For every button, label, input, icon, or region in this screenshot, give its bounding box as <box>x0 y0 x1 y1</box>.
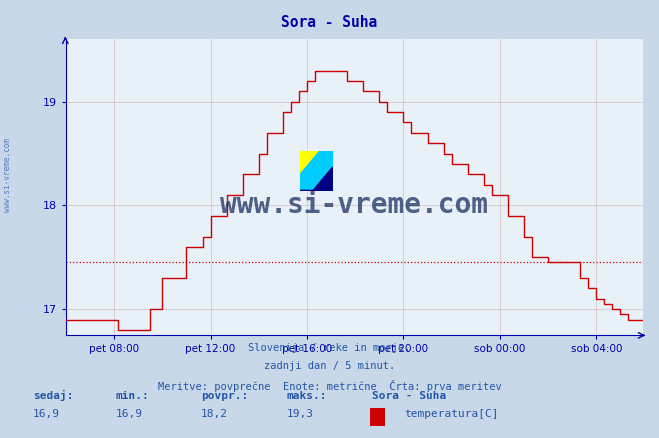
Text: Meritve: povprečne  Enote: metrične  Črta: prva meritev: Meritve: povprečne Enote: metrične Črta:… <box>158 380 501 392</box>
Polygon shape <box>300 151 333 191</box>
Text: temperatura[C]: temperatura[C] <box>404 409 498 419</box>
Text: 19,3: 19,3 <box>287 409 314 419</box>
Text: maks.:: maks.: <box>287 391 327 401</box>
Text: www.si-vreme.com: www.si-vreme.com <box>3 138 13 212</box>
Text: www.si-vreme.com: www.si-vreme.com <box>220 191 488 219</box>
Text: Slovenija / reke in morje.: Slovenija / reke in morje. <box>248 343 411 353</box>
Text: sedaj:: sedaj: <box>33 389 73 401</box>
Text: 16,9: 16,9 <box>115 409 142 419</box>
Text: Sora - Suha: Sora - Suha <box>281 15 378 30</box>
Text: povpr.:: povpr.: <box>201 391 248 401</box>
Text: min.:: min.: <box>115 391 149 401</box>
Text: zadnji dan / 5 minut.: zadnji dan / 5 minut. <box>264 361 395 371</box>
Polygon shape <box>300 151 320 175</box>
Text: Sora - Suha: Sora - Suha <box>372 391 447 401</box>
Text: 18,2: 18,2 <box>201 409 228 419</box>
Polygon shape <box>300 167 333 191</box>
Polygon shape <box>300 151 333 191</box>
Text: 16,9: 16,9 <box>33 409 60 419</box>
